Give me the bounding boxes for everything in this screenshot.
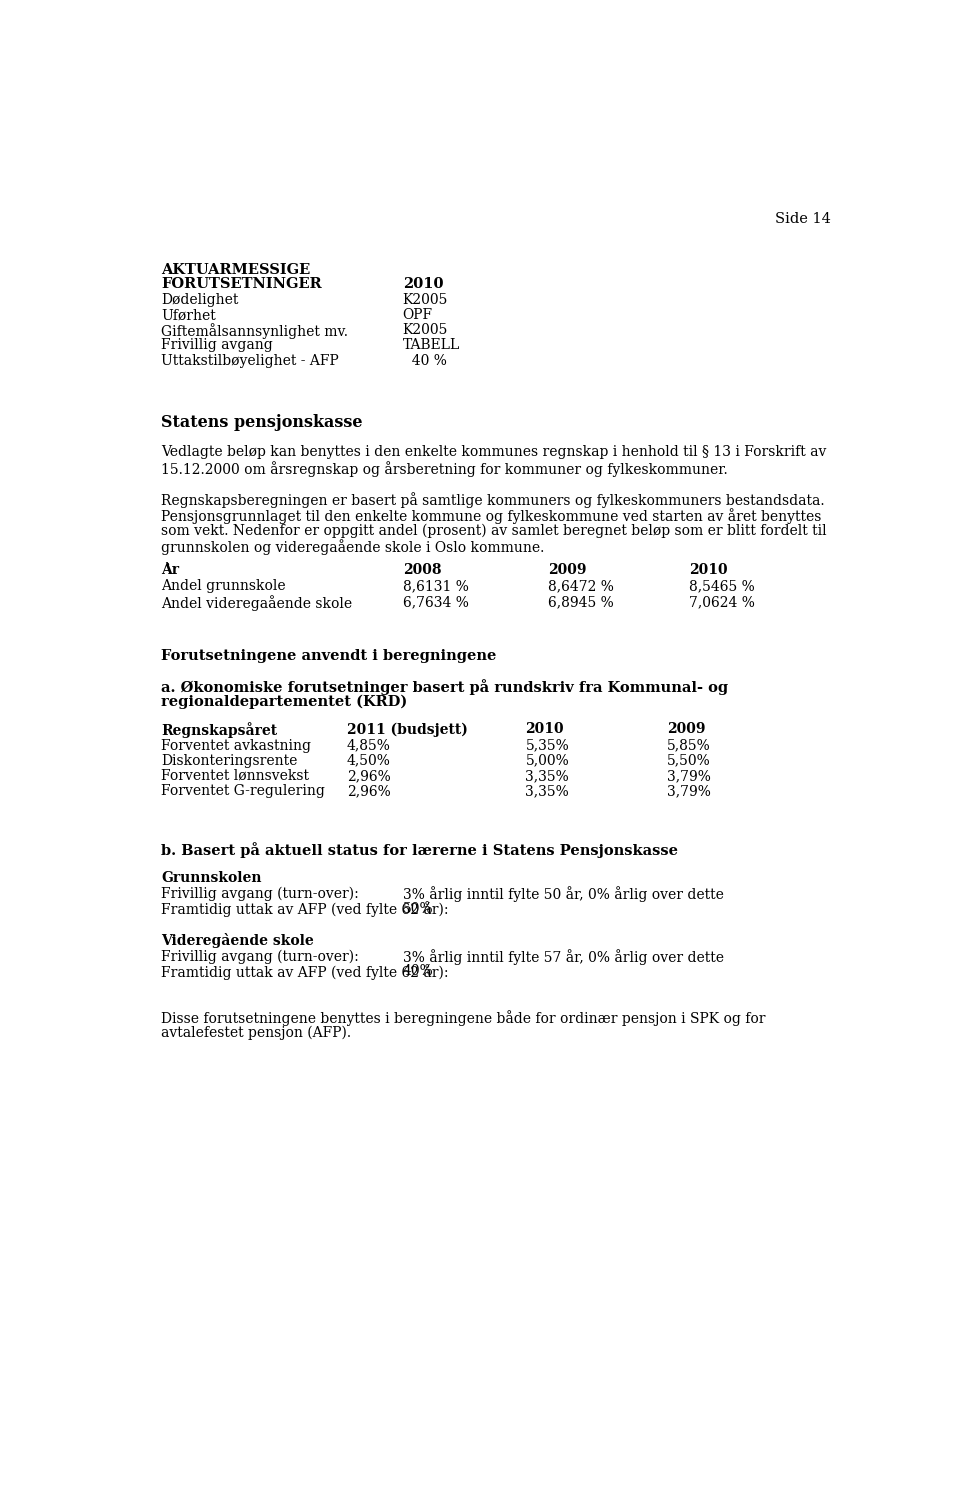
Text: Diskonteringsrente: Diskonteringsrente bbox=[161, 754, 298, 768]
Text: Framtidig uttak av AFP (ved fylte 62 år):: Framtidig uttak av AFP (ved fylte 62 år)… bbox=[161, 902, 448, 917]
Text: 2009: 2009 bbox=[548, 564, 587, 577]
Text: 5,85%: 5,85% bbox=[667, 739, 710, 752]
Text: 6,7634 %: 6,7634 % bbox=[403, 595, 468, 609]
Text: 2010: 2010 bbox=[689, 564, 728, 577]
Text: 2010: 2010 bbox=[403, 277, 444, 290]
Text: 5,50%: 5,50% bbox=[667, 754, 710, 768]
Text: 40%: 40% bbox=[403, 964, 434, 978]
Text: 2009: 2009 bbox=[667, 722, 706, 736]
Text: Forutsetningene anvendt i beregningene: Forutsetningene anvendt i beregningene bbox=[161, 650, 496, 663]
Text: Frivillig avgang: Frivillig avgang bbox=[161, 338, 273, 352]
Text: Àr: Àr bbox=[161, 564, 179, 577]
Text: Vedlagte beløp kan benyttes i den enkelte kommunes regnskap i henhold til § 13 i: Vedlagte beløp kan benyttes i den enkelt… bbox=[161, 446, 827, 459]
Text: Andel videregaående skole: Andel videregaående skole bbox=[161, 595, 352, 612]
Text: Forventet G-regulering: Forventet G-regulering bbox=[161, 784, 324, 798]
Text: 15.12.2000 om årsregnskap og årsberetning for kommuner og fylkeskommuner.: 15.12.2000 om årsregnskap og årsberetnin… bbox=[161, 461, 728, 477]
Text: 3% årlig inntil fylte 57 år, 0% årlig over dette: 3% årlig inntil fylte 57 år, 0% årlig ov… bbox=[403, 949, 724, 966]
Text: 40 %: 40 % bbox=[403, 354, 446, 367]
Text: Pensjonsgrunnlaget til den enkelte kommune og fylkeskommune ved starten av året : Pensjonsgrunnlaget til den enkelte kommu… bbox=[161, 508, 822, 523]
Text: 2008: 2008 bbox=[403, 564, 442, 577]
Text: 4,85%: 4,85% bbox=[347, 739, 391, 752]
Text: 5,00%: 5,00% bbox=[525, 754, 569, 768]
Text: 50%: 50% bbox=[403, 902, 433, 916]
Text: 2011 (budsjett): 2011 (budsjett) bbox=[347, 722, 468, 737]
Text: 3,35%: 3,35% bbox=[525, 769, 569, 783]
Text: Grunnskolen: Grunnskolen bbox=[161, 872, 261, 885]
Text: a. Økonomiske forutsetninger basert på rundskriv fra Kommunal- og: a. Økonomiske forutsetninger basert på r… bbox=[161, 680, 728, 695]
Text: 2,96%: 2,96% bbox=[347, 769, 391, 783]
Text: TABELL: TABELL bbox=[403, 338, 460, 352]
Text: 3% årlig inntil fylte 50 år, 0% årlig over dette: 3% årlig inntil fylte 50 år, 0% årlig ov… bbox=[403, 887, 724, 902]
Text: Forventet lønnsvekst: Forventet lønnsvekst bbox=[161, 769, 309, 783]
Text: Frivillig avgang (turn-over):: Frivillig avgang (turn-over): bbox=[161, 949, 359, 964]
Text: K2005: K2005 bbox=[403, 293, 448, 307]
Text: 6,8945 %: 6,8945 % bbox=[548, 595, 613, 609]
Text: Disse forutsetningene benyttes i beregningene både for ordinær pensjon i SPK og : Disse forutsetningene benyttes i beregni… bbox=[161, 1009, 765, 1026]
Text: Andel grunnskole: Andel grunnskole bbox=[161, 579, 285, 594]
Text: 5,35%: 5,35% bbox=[525, 739, 569, 752]
Text: Forventet avkastning: Forventet avkastning bbox=[161, 739, 311, 752]
Text: Giftemålsannsynlighet mv.: Giftemålsannsynlighet mv. bbox=[161, 323, 348, 338]
Text: Uttakstilbøyelighet - AFP: Uttakstilbøyelighet - AFP bbox=[161, 354, 339, 367]
Text: avtalefestet pensjon (AFP).: avtalefestet pensjon (AFP). bbox=[161, 1026, 351, 1040]
Text: FORUTSETNINGER: FORUTSETNINGER bbox=[161, 277, 322, 290]
Text: AKTUARMESSIGE: AKTUARMESSIGE bbox=[161, 263, 310, 277]
Text: 8,6131 %: 8,6131 % bbox=[403, 579, 468, 594]
Text: grunnskolen og videregaående skole i Oslo kommune.: grunnskolen og videregaående skole i Osl… bbox=[161, 539, 544, 555]
Text: 8,5465 %: 8,5465 % bbox=[689, 579, 755, 594]
Text: 2010: 2010 bbox=[525, 722, 564, 736]
Text: 2,96%: 2,96% bbox=[347, 784, 391, 798]
Text: Framtidig uttak av AFP (ved fylte 62 år):: Framtidig uttak av AFP (ved fylte 62 år)… bbox=[161, 964, 448, 981]
Text: OPF: OPF bbox=[403, 308, 433, 322]
Text: 3,79%: 3,79% bbox=[667, 769, 710, 783]
Text: Videregàende skole: Videregàende skole bbox=[161, 932, 314, 947]
Text: Side 14: Side 14 bbox=[775, 212, 830, 225]
Text: 7,0624 %: 7,0624 % bbox=[689, 595, 755, 609]
Text: 3,79%: 3,79% bbox=[667, 784, 710, 798]
Text: Uførhet: Uførhet bbox=[161, 308, 216, 322]
Text: regionaldepartementet (KRD): regionaldepartementet (KRD) bbox=[161, 695, 407, 709]
Text: b. Basert på aktuell status for lærerne i Statens Pensjonskasse: b. Basert på aktuell status for lærerne … bbox=[161, 842, 678, 858]
Text: 3,35%: 3,35% bbox=[525, 784, 569, 798]
Text: 4,50%: 4,50% bbox=[347, 754, 391, 768]
Text: Regnskapsberegningen er basert på samtlige kommuners og fylkeskommuners bestands: Regnskapsberegningen er basert på samtli… bbox=[161, 493, 825, 508]
Text: Dødelighet: Dødelighet bbox=[161, 293, 238, 307]
Text: Statens pensjonskasse: Statens pensjonskasse bbox=[161, 414, 363, 431]
Text: 8,6472 %: 8,6472 % bbox=[548, 579, 613, 594]
Text: K2005: K2005 bbox=[403, 323, 448, 337]
Text: som vekt. Nedenfor er oppgitt andel (prosent) av samlet beregnet beløp som er bl: som vekt. Nedenfor er oppgitt andel (pro… bbox=[161, 523, 827, 538]
Text: Frivillig avgang (turn-over):: Frivillig avgang (turn-over): bbox=[161, 887, 359, 901]
Text: Regnskapsåret: Regnskapsåret bbox=[161, 722, 277, 739]
